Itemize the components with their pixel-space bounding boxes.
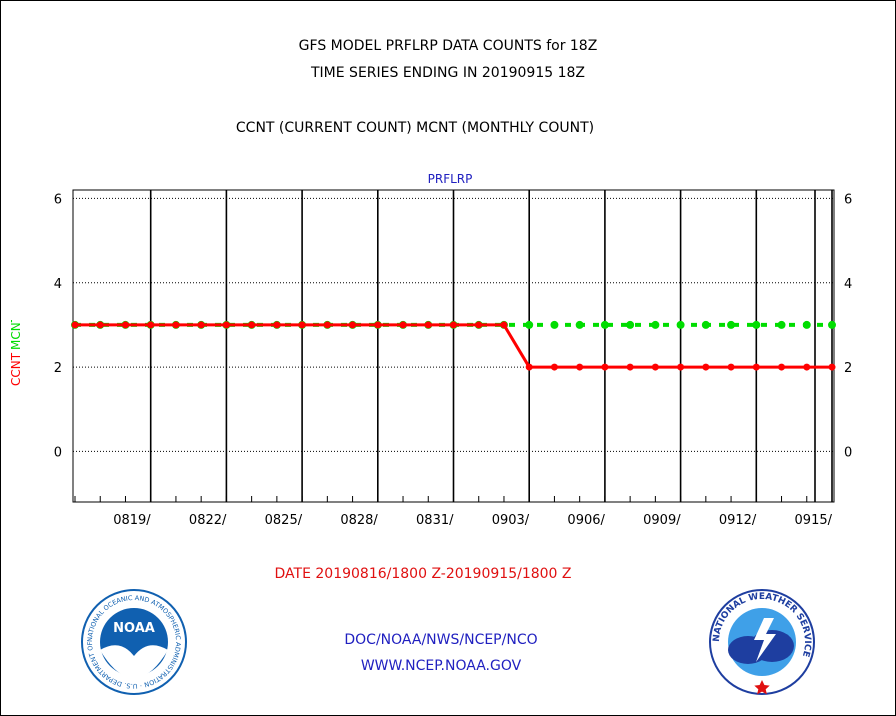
x-tick-label: 0819/ bbox=[113, 513, 151, 528]
point-ccnt bbox=[803, 363, 811, 371]
x-tick-label: 0831/ bbox=[416, 513, 454, 528]
y-tick-label-left: 2 bbox=[54, 361, 62, 376]
axes: 0 0 2 2 4 4 6 6 0819/0822/0825/0828/0831/0903/09… bbox=[54, 189, 852, 528]
point-ccnt bbox=[273, 321, 281, 329]
point-ccnt bbox=[71, 321, 79, 329]
point-ccnt bbox=[626, 363, 634, 371]
point-mcnt bbox=[525, 320, 534, 329]
point-ccnt bbox=[374, 321, 382, 329]
point-mcnt bbox=[752, 320, 761, 329]
y-tick-label-right: 4 bbox=[844, 277, 852, 292]
point-ccnt bbox=[475, 321, 483, 329]
point-ccnt bbox=[248, 321, 256, 329]
point-mcnt bbox=[828, 320, 836, 329]
chart-title: GFS MODEL PRFLRP DATA COUNTS for 18Z bbox=[298, 38, 598, 54]
y-tick-label-right: 6 bbox=[844, 192, 852, 207]
y-tick-label-right: 0 bbox=[844, 445, 852, 460]
point-mcnt bbox=[676, 320, 685, 329]
x-tick-label: 0903/ bbox=[492, 513, 530, 528]
noaa-logo-text: NOAA bbox=[113, 621, 155, 636]
point-mcnt bbox=[626, 320, 635, 329]
point-ccnt bbox=[576, 363, 584, 371]
grid bbox=[73, 190, 834, 502]
point-mcnt bbox=[651, 320, 660, 329]
point-ccnt bbox=[752, 363, 760, 371]
date-range-label: DATE 20190816/1800 Z-20190915/1800 Z bbox=[274, 566, 572, 582]
point-mcnt bbox=[575, 320, 584, 329]
point-mcnt bbox=[727, 320, 736, 329]
point-ccnt bbox=[349, 321, 357, 329]
noaa-logo: NATIONAL OCEANIC AND ATMOSPHERIC ADMINIS… bbox=[80, 588, 187, 695]
point-ccnt bbox=[121, 321, 129, 329]
point-ccnt bbox=[550, 363, 558, 371]
point-ccnt bbox=[323, 321, 331, 329]
y-axis-label-mcnt: MCNT bbox=[9, 320, 23, 350]
point-ccnt bbox=[399, 321, 407, 329]
y-tick-label-right: 2 bbox=[844, 361, 852, 376]
y-tick-label-left: 6 bbox=[54, 192, 62, 207]
y-tick-label-left: 0 bbox=[54, 445, 62, 460]
point-ccnt bbox=[651, 363, 659, 371]
point-ccnt bbox=[450, 321, 457, 329]
x-tick-label: 0825/ bbox=[265, 513, 303, 528]
x-tick-label: 0915/ bbox=[795, 513, 833, 528]
nws-logo: NATIONAL WEATHER SERVICE bbox=[709, 589, 815, 695]
point-ccnt bbox=[702, 363, 710, 371]
y-tick-label-left: 4 bbox=[54, 277, 62, 292]
series bbox=[71, 320, 836, 371]
footer-agency: DOC/NOAA/NWS/NCEP/NCO bbox=[344, 632, 538, 648]
point-mcnt bbox=[701, 320, 710, 329]
chart-subtitle: TIME SERIES ENDING IN 20190915 18Z bbox=[311, 65, 585, 81]
point-ccnt bbox=[727, 363, 735, 371]
point-ccnt bbox=[147, 321, 155, 329]
point-ccnt bbox=[172, 321, 180, 329]
point-mcnt bbox=[777, 320, 786, 329]
x-tick-label: 0909/ bbox=[643, 513, 681, 528]
point-ccnt bbox=[424, 321, 432, 329]
point-ccnt bbox=[677, 363, 685, 371]
point-mcnt bbox=[550, 320, 559, 329]
point-ccnt bbox=[778, 363, 786, 371]
point-mcnt bbox=[600, 320, 609, 329]
series-description: CCNT (CURRENT COUNT) MCNT (MONTHLY COUNT… bbox=[235, 120, 595, 136]
plot-label: PRFLRP bbox=[427, 172, 473, 186]
x-tick-label: 0912/ bbox=[719, 513, 757, 528]
x-tick-label: 0906/ bbox=[567, 513, 605, 528]
x-tick-label: 0822/ bbox=[189, 513, 227, 528]
footer-url: WWW.NCEP.NOAA.GOV bbox=[360, 658, 522, 674]
point-ccnt bbox=[525, 363, 533, 371]
point-ccnt bbox=[222, 321, 230, 329]
point-ccnt bbox=[298, 321, 306, 329]
point-ccnt bbox=[601, 363, 609, 371]
y-axis-label: CCNT MCNT bbox=[9, 320, 23, 386]
x-tick-label: 0828/ bbox=[340, 513, 378, 528]
point-ccnt bbox=[197, 321, 205, 329]
point-ccnt bbox=[96, 321, 104, 329]
point-ccnt bbox=[500, 321, 508, 329]
y-axis-label-ccnt: CCNT bbox=[9, 352, 23, 386]
point-ccnt bbox=[828, 363, 836, 371]
point-mcnt bbox=[802, 320, 811, 329]
